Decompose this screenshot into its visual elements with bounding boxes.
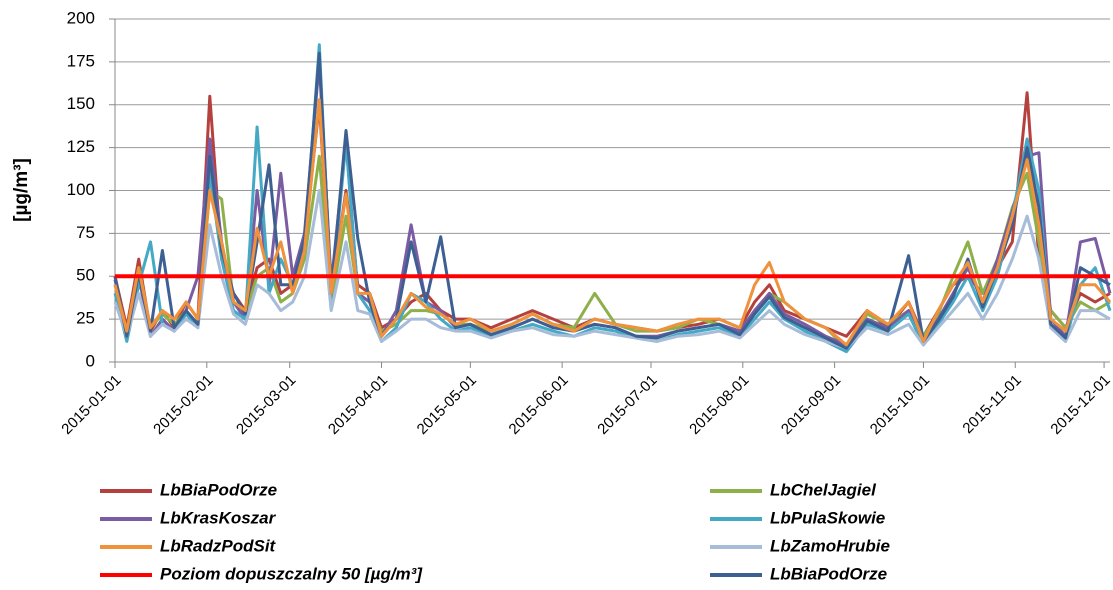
x-tick-label: 2015-02-01 bbox=[150, 372, 216, 438]
series-line bbox=[113, 51, 1111, 350]
x-tick-label: 2015-11-01 bbox=[959, 372, 1024, 437]
y-tick-label: 0 bbox=[86, 351, 95, 370]
x-tick-label: 2015-03-01 bbox=[233, 372, 299, 438]
legend-label: LbBiaPodOrze bbox=[770, 564, 887, 583]
y-tick-label: 50 bbox=[76, 266, 95, 285]
legend-label: LbPulaSkowie bbox=[770, 508, 885, 527]
y-tick-label: 125 bbox=[67, 137, 95, 156]
y-tick-label: 100 bbox=[67, 180, 95, 199]
x-tick-label: 2015-12-01 bbox=[1047, 372, 1113, 438]
legend-label: LbKrasKoszar bbox=[160, 508, 277, 527]
x-tick-label: 2015-01-01 bbox=[58, 372, 124, 438]
y-axis-label: [µg/m³] bbox=[11, 158, 32, 222]
x-tick-label: 2015-09-01 bbox=[778, 372, 844, 438]
y-tick-label: 175 bbox=[67, 51, 95, 70]
x-tick-label: 2015-04-01 bbox=[325, 372, 391, 438]
y-tick-label: 200 bbox=[67, 8, 95, 27]
legend-label: LbRadzPodSit bbox=[160, 536, 277, 555]
series-line bbox=[113, 43, 1112, 354]
y-tick-label: 75 bbox=[76, 223, 95, 242]
y-tick-label: 150 bbox=[67, 94, 95, 113]
x-tick-label: 2015-05-01 bbox=[414, 372, 480, 438]
x-tick-label: 2015-06-01 bbox=[506, 372, 572, 438]
legend-label: LbBiaPodOrze bbox=[160, 480, 277, 499]
legend-label: Poziom dopuszczalny 50 [µg/m³] bbox=[160, 564, 423, 583]
x-tick-label: 2015-10-01 bbox=[867, 372, 933, 438]
x-tick-label: 2015-07-01 bbox=[594, 372, 660, 438]
series-line bbox=[113, 189, 1111, 350]
legend-label: LbChelJagiel bbox=[770, 480, 877, 499]
legend-label: LbZamoHrubie bbox=[770, 536, 890, 555]
y-tick-label: 25 bbox=[76, 309, 95, 328]
x-tick-label: 2015-08-01 bbox=[686, 372, 752, 438]
